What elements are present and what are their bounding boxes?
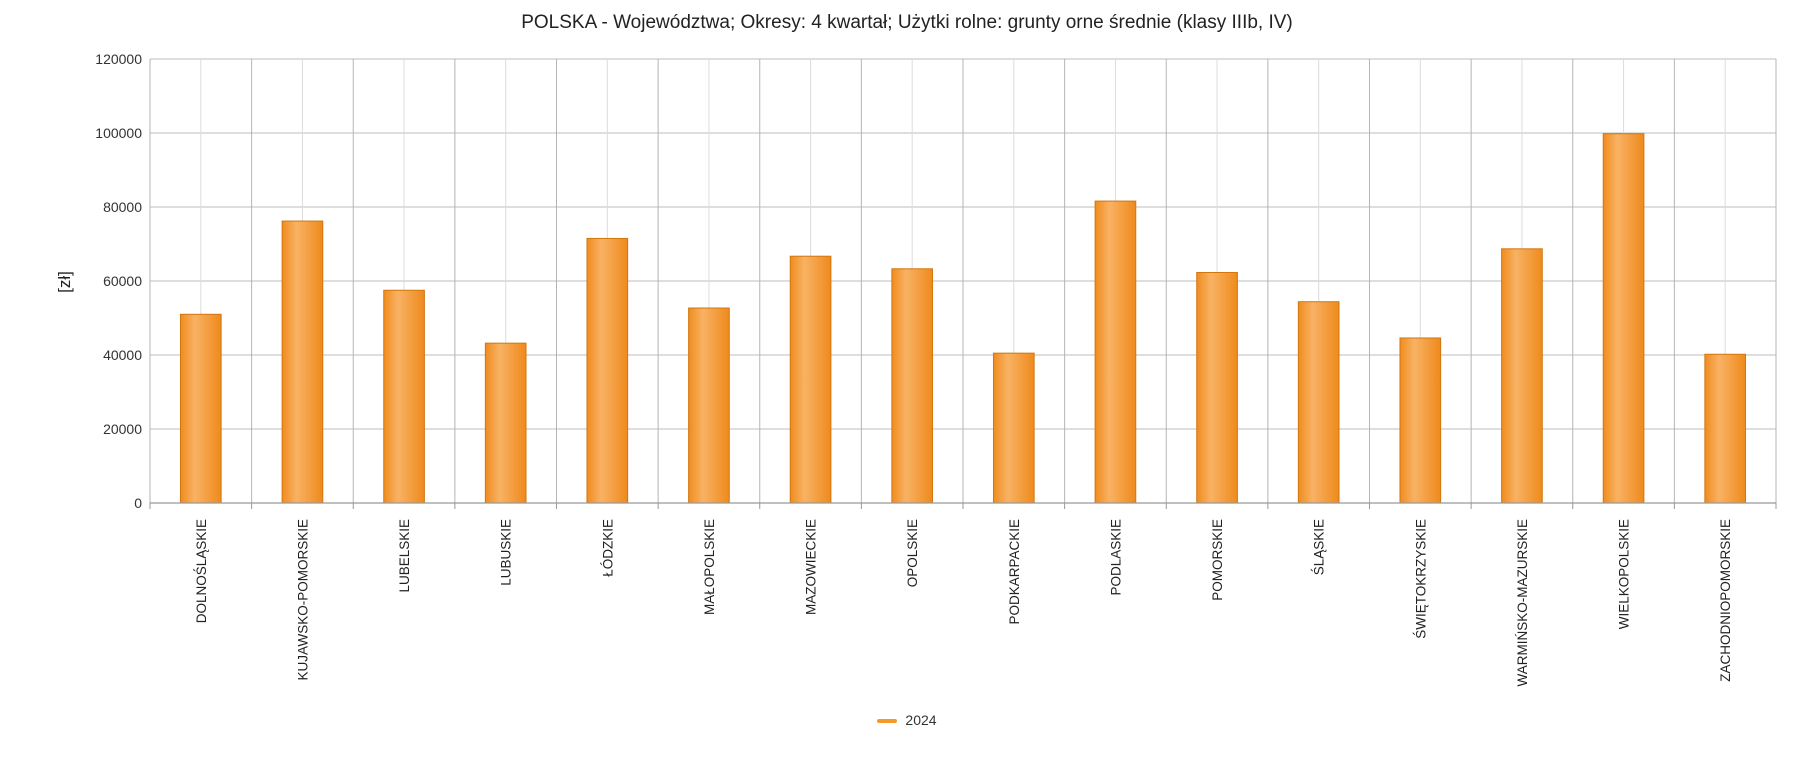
x-tick-label: PODLASKIE xyxy=(1108,519,1123,596)
chart-title: POLSKA - Województwa; Okresy: 4 kwartał;… xyxy=(521,12,1293,33)
x-tick-label: ŚLĄSKIE xyxy=(1312,519,1327,575)
x-tick-label: LUBUSKIE xyxy=(499,519,514,586)
y-tick-label: 100000 xyxy=(95,125,142,141)
x-tick-label: WIELKOPOLSKIE xyxy=(1617,519,1632,629)
x-tick-label: OPOLSKIE xyxy=(905,519,920,587)
y-tick-label: 40000 xyxy=(103,347,142,363)
legend: 2024 xyxy=(0,712,1814,728)
bar xyxy=(179,313,222,504)
legend-swatch xyxy=(877,719,898,724)
y-tick-label: 60000 xyxy=(103,273,142,289)
x-tick-label: MAŁOPOLSKIE xyxy=(702,519,717,615)
y-tick-label: 120000 xyxy=(95,51,142,67)
x-tick-label: PODKARPACKIE xyxy=(1007,519,1022,625)
bar xyxy=(789,255,832,504)
bar xyxy=(1602,133,1645,504)
x-tick-label: ZACHODNIOPOMORSKIE xyxy=(1718,519,1733,682)
bar xyxy=(484,342,527,504)
legend-series-name: 2024 xyxy=(905,712,937,728)
x-tick-label: KUJAWSKO-POMORSKIE xyxy=(295,519,310,681)
bar xyxy=(586,237,629,504)
x-tick-label: ŚWIĘTOKRZYSKIE xyxy=(1413,519,1428,639)
bar xyxy=(1399,337,1442,504)
bar xyxy=(992,352,1035,504)
x-tick-label: WARMIŃSKO-MAZURSKIE xyxy=(1515,519,1530,687)
x-tick-label: DOLNOŚLĄSKIE xyxy=(194,519,209,623)
y-tick-label: 20000 xyxy=(103,421,142,437)
bar xyxy=(891,268,934,504)
x-tick-label: POMORSKIE xyxy=(1210,519,1225,601)
y-tick-label: 80000 xyxy=(103,199,142,215)
bar xyxy=(1297,301,1340,504)
bar xyxy=(1704,353,1747,504)
x-tick-label: ŁÓDZKIE xyxy=(600,519,615,577)
x-tick-label: MAZOWIECKIE xyxy=(804,519,819,615)
bar xyxy=(1094,200,1137,504)
y-axis-label: [zł] xyxy=(55,271,74,293)
bar xyxy=(281,220,324,504)
bar xyxy=(1501,248,1543,504)
bar xyxy=(1196,271,1238,504)
y-tick-label: 0 xyxy=(134,495,142,511)
bar xyxy=(383,289,425,504)
x-tick-label: LUBELSKIE xyxy=(397,519,412,593)
bar xyxy=(688,307,730,504)
